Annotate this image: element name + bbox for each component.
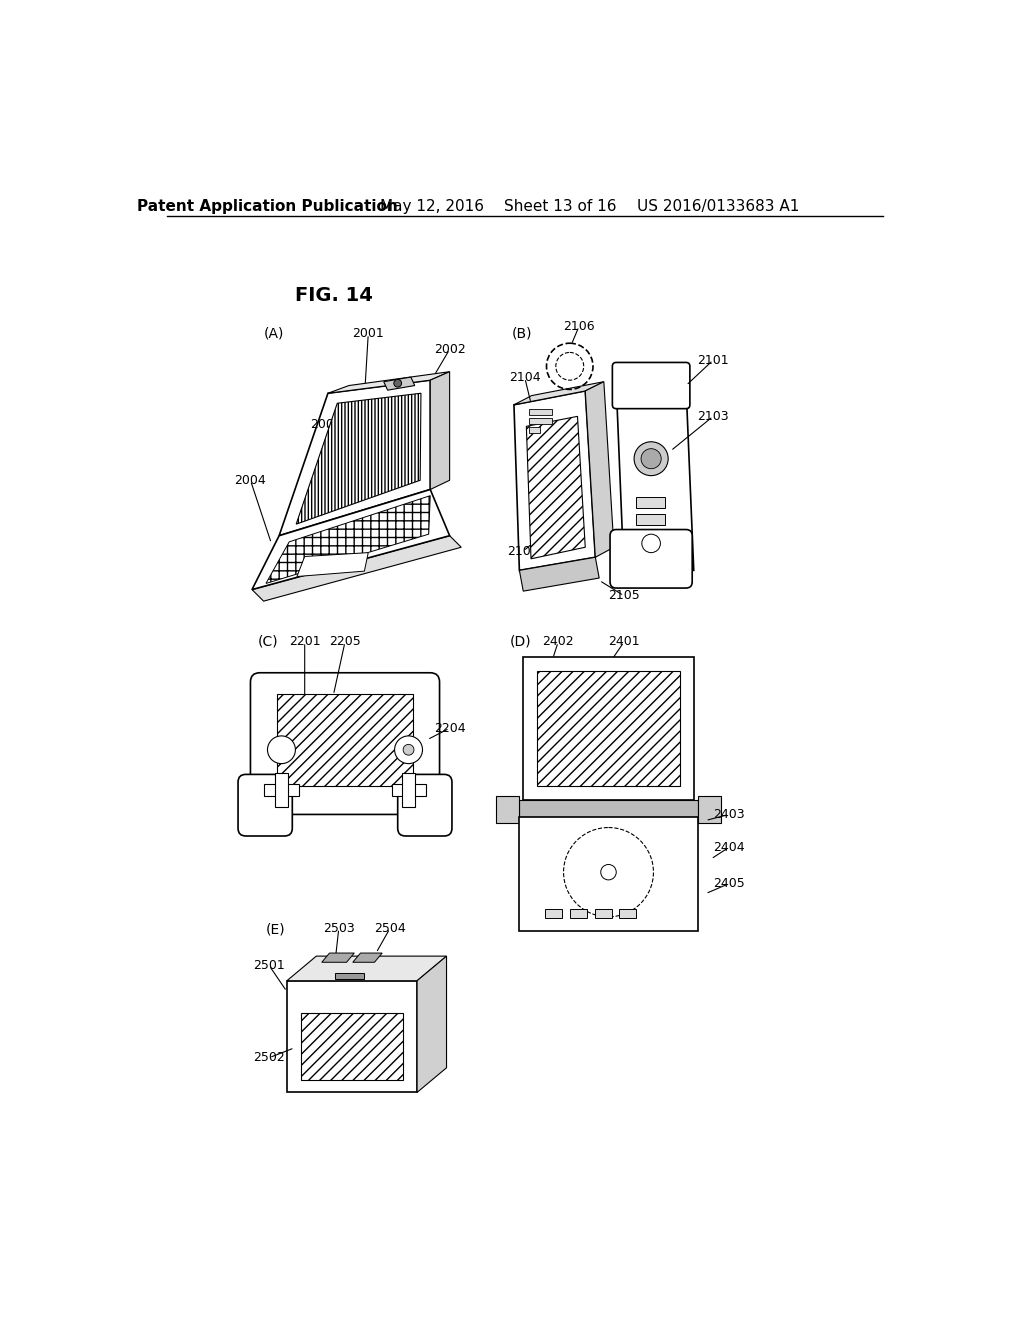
Text: 2002: 2002 bbox=[434, 343, 466, 356]
Text: (D): (D) bbox=[510, 635, 531, 649]
Bar bbox=[519, 817, 697, 931]
Circle shape bbox=[641, 449, 662, 469]
Polygon shape bbox=[252, 536, 461, 601]
Text: 2105: 2105 bbox=[608, 589, 640, 602]
Polygon shape bbox=[514, 381, 604, 405]
Text: 2001: 2001 bbox=[352, 327, 384, 341]
Circle shape bbox=[403, 744, 414, 755]
Text: 2501: 2501 bbox=[253, 958, 285, 972]
Bar bbox=[496, 796, 519, 822]
Polygon shape bbox=[526, 416, 586, 558]
Bar bbox=[595, 909, 611, 919]
Polygon shape bbox=[297, 553, 369, 577]
Bar bbox=[519, 800, 697, 817]
Bar bbox=[636, 515, 665, 525]
Bar bbox=[523, 657, 693, 800]
FancyBboxPatch shape bbox=[238, 775, 292, 836]
Text: 2402: 2402 bbox=[543, 635, 573, 648]
Polygon shape bbox=[266, 496, 430, 583]
Text: US 2016/0133683 A1: US 2016/0133683 A1 bbox=[637, 198, 800, 214]
Text: 2504: 2504 bbox=[374, 921, 406, 935]
Circle shape bbox=[642, 535, 660, 553]
Bar bbox=[545, 909, 562, 919]
Text: 2401: 2401 bbox=[608, 635, 640, 648]
Polygon shape bbox=[417, 956, 446, 1093]
Polygon shape bbox=[528, 409, 552, 414]
Polygon shape bbox=[519, 557, 599, 591]
Polygon shape bbox=[384, 378, 415, 391]
Polygon shape bbox=[528, 428, 541, 433]
Bar bbox=[636, 498, 665, 508]
Bar bbox=[276, 693, 414, 785]
Text: 2205: 2205 bbox=[329, 635, 360, 648]
Text: 2004: 2004 bbox=[234, 474, 266, 487]
Polygon shape bbox=[322, 953, 354, 962]
Text: 2204: 2204 bbox=[434, 722, 466, 735]
Bar bbox=[335, 973, 365, 979]
Bar bbox=[697, 796, 721, 822]
Polygon shape bbox=[252, 490, 450, 590]
Text: 2003: 2003 bbox=[309, 417, 341, 430]
Text: 2405: 2405 bbox=[713, 878, 744, 890]
Polygon shape bbox=[586, 381, 614, 557]
Text: 2106: 2106 bbox=[563, 319, 595, 333]
Text: 2404: 2404 bbox=[713, 841, 744, 854]
FancyBboxPatch shape bbox=[610, 529, 692, 589]
Text: 2102: 2102 bbox=[508, 545, 539, 557]
Text: 2403: 2403 bbox=[713, 808, 744, 821]
Bar bbox=[391, 784, 426, 796]
Text: Sheet 13 of 16: Sheet 13 of 16 bbox=[504, 198, 616, 214]
Text: (C): (C) bbox=[258, 635, 279, 649]
Bar bbox=[620, 909, 636, 919]
Text: (E): (E) bbox=[266, 923, 286, 937]
Text: Patent Application Publication: Patent Application Publication bbox=[137, 198, 398, 214]
FancyBboxPatch shape bbox=[397, 775, 452, 836]
Bar bbox=[402, 774, 415, 807]
Text: 2101: 2101 bbox=[697, 354, 729, 367]
FancyBboxPatch shape bbox=[612, 363, 690, 409]
Polygon shape bbox=[430, 372, 450, 490]
Polygon shape bbox=[616, 385, 693, 574]
Text: FIG. 14: FIG. 14 bbox=[295, 286, 373, 305]
Bar bbox=[287, 981, 417, 1093]
FancyBboxPatch shape bbox=[251, 673, 439, 814]
Bar bbox=[264, 784, 299, 796]
Text: 2502: 2502 bbox=[253, 1051, 285, 1064]
Circle shape bbox=[634, 442, 669, 475]
Polygon shape bbox=[528, 418, 552, 424]
Circle shape bbox=[394, 379, 401, 387]
Text: 2201: 2201 bbox=[289, 635, 321, 648]
Circle shape bbox=[267, 737, 295, 763]
Text: May 12, 2016: May 12, 2016 bbox=[380, 198, 483, 214]
Bar bbox=[301, 1014, 403, 1080]
Polygon shape bbox=[328, 372, 450, 393]
Bar bbox=[569, 909, 587, 919]
Bar bbox=[538, 671, 680, 785]
Text: 2104: 2104 bbox=[509, 371, 541, 384]
Text: (A): (A) bbox=[263, 327, 284, 341]
Polygon shape bbox=[287, 956, 446, 981]
Bar bbox=[275, 774, 288, 807]
Text: 2503: 2503 bbox=[323, 921, 354, 935]
Polygon shape bbox=[280, 380, 430, 536]
Polygon shape bbox=[514, 391, 595, 570]
Circle shape bbox=[394, 737, 423, 763]
Polygon shape bbox=[352, 953, 382, 962]
Text: 2103: 2103 bbox=[697, 409, 729, 422]
Polygon shape bbox=[296, 393, 421, 524]
Text: (B): (B) bbox=[512, 327, 532, 341]
